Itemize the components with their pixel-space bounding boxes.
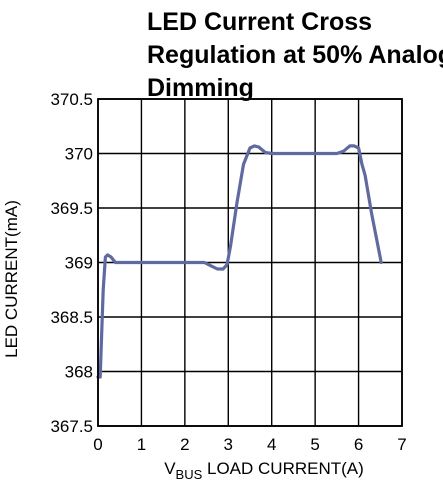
x-tick-label: 2 — [180, 435, 189, 454]
y-tick-label: 368 — [65, 363, 93, 382]
y-axis-ticks: 367.5 368 368.5 369 369.5 370 370.5 — [50, 90, 93, 436]
plot-frame — [97, 98, 403, 427]
x-tick-label: 3 — [224, 435, 233, 454]
chart-title-line-1: LED Current Cross — [147, 8, 372, 36]
x-tick-label: 0 — [93, 435, 102, 454]
x-axis-label-subscript: BUS — [176, 467, 203, 482]
x-axis-ticks: 0 1 2 3 4 5 6 7 — [93, 435, 406, 454]
y-tick-label: 369.5 — [50, 199, 93, 218]
x-tick-label: 1 — [137, 435, 146, 454]
y-tick-label: 370.5 — [50, 90, 93, 109]
x-axis-label: VBUS LOAD CURRENT(A) — [164, 459, 364, 482]
x-axis-label-main: V — [164, 459, 176, 478]
plot-series — [96, 144, 383, 379]
series-line — [96, 144, 383, 379]
chart-title: LED Current Cross Regulation at 50% Anal… — [147, 8, 443, 102]
chart-title-line-2: Regulation at 50% Analog — [147, 41, 443, 69]
x-tick-label: 5 — [310, 435, 319, 454]
x-tick-label: 7 — [397, 435, 406, 454]
chart-title-line-3: Dimming — [147, 74, 254, 102]
x-axis-label-rest: LOAD CURRENT(A) — [202, 459, 364, 478]
y-tick-label: 368.5 — [50, 308, 93, 327]
y-tick-label: 367.5 — [50, 417, 93, 436]
x-tick-label: 4 — [267, 435, 276, 454]
x-tick-label: 6 — [354, 435, 363, 454]
y-tick-label: 370 — [65, 145, 93, 164]
y-tick-label: 369 — [65, 254, 93, 273]
y-axis-label: LED CURRENT(mA) — [2, 200, 21, 358]
